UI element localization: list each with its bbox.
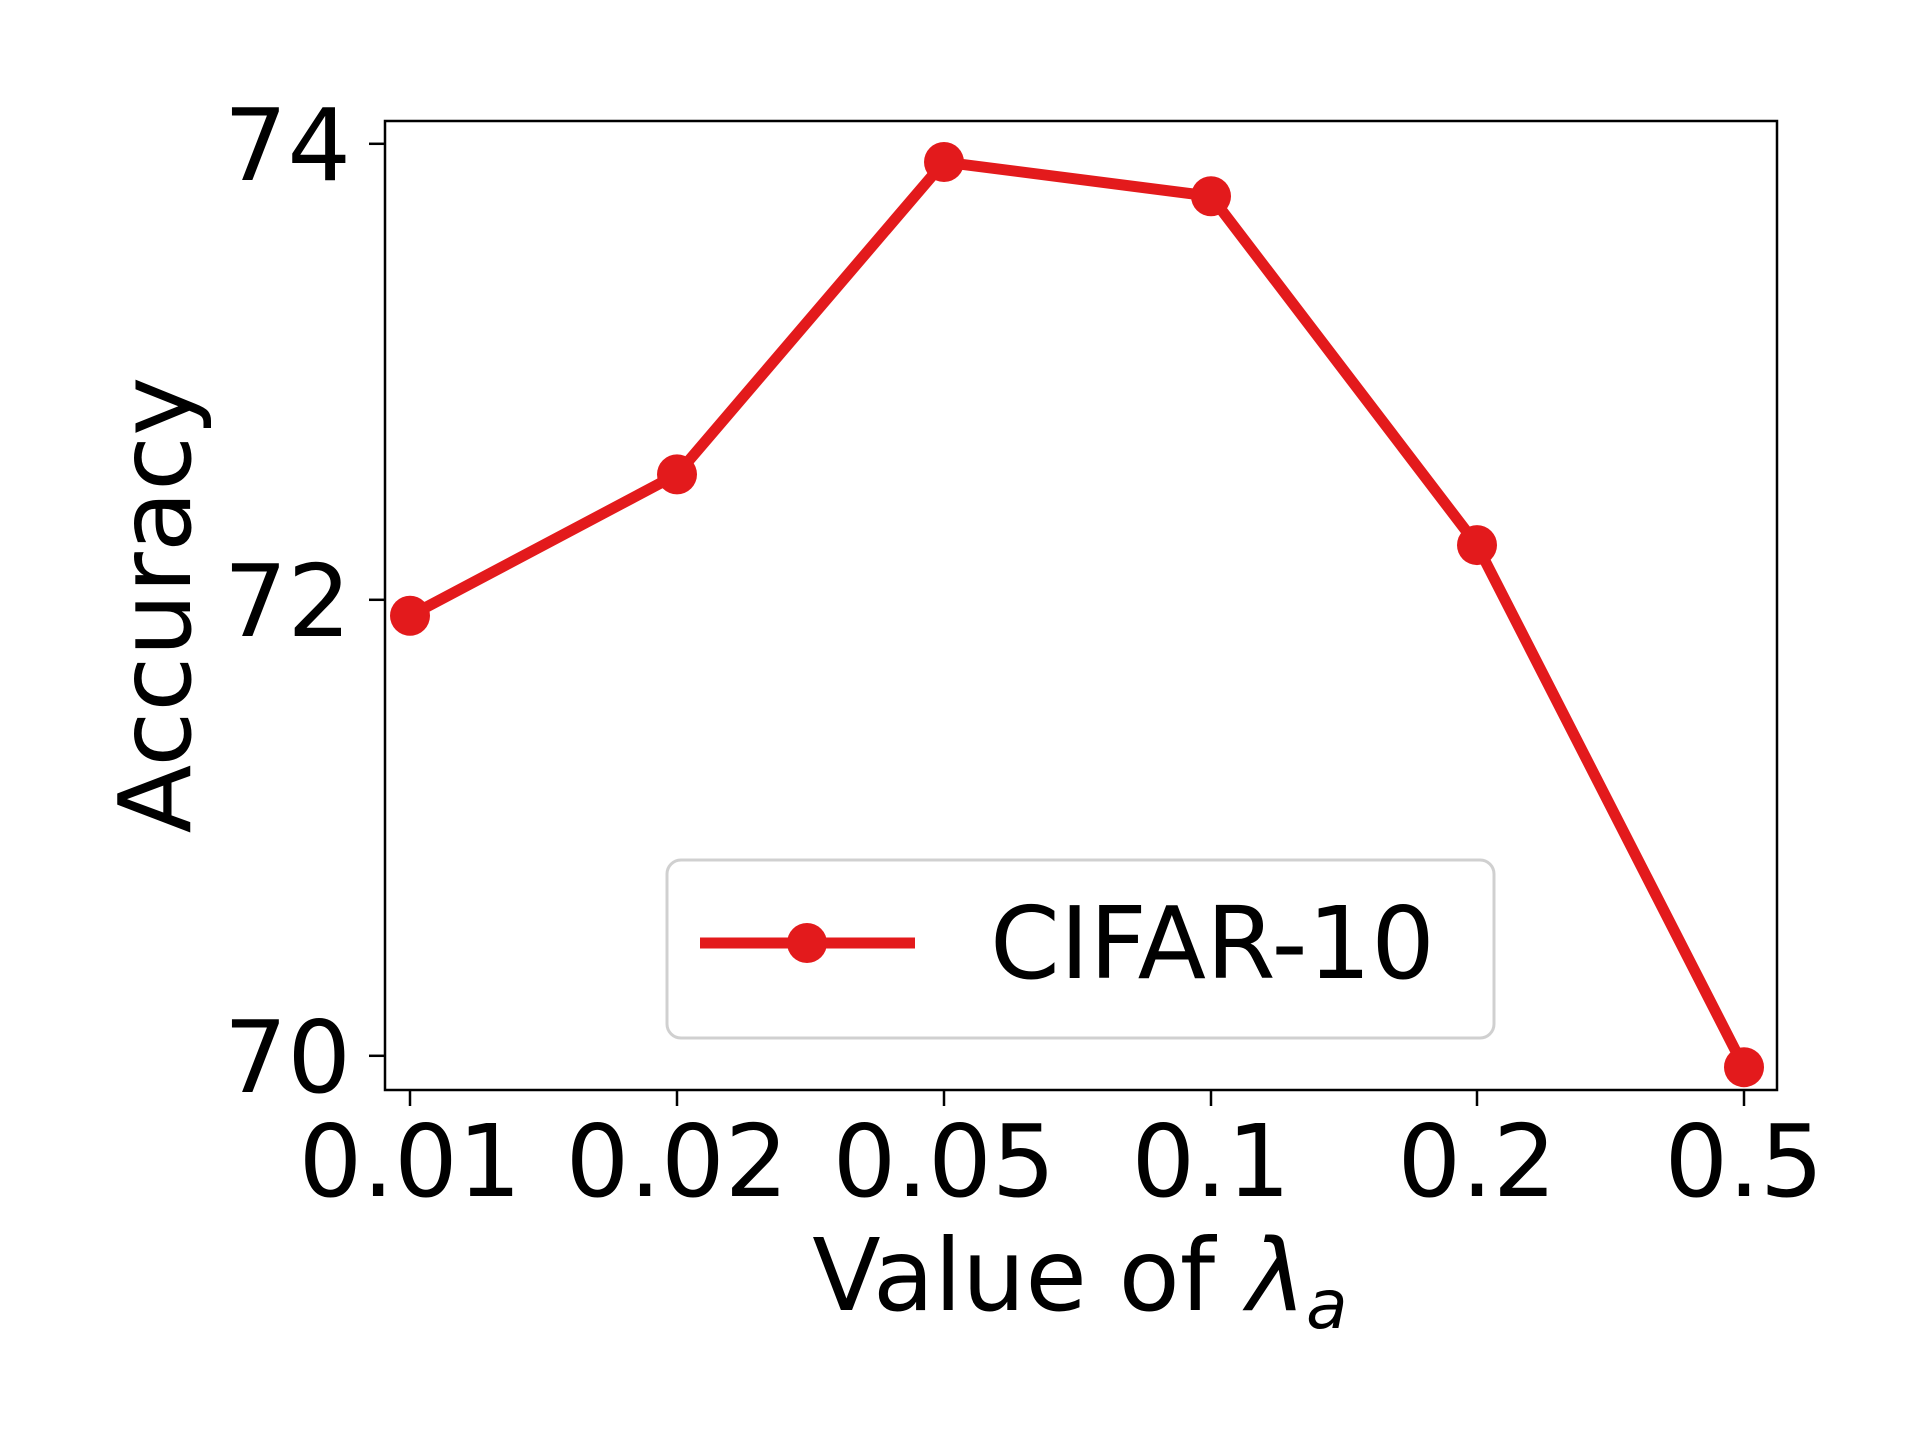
x-tick-label-0.01: 0.01	[299, 1103, 522, 1220]
y-tick-label-72: 72	[224, 543, 351, 660]
legend: CIFAR-10	[665, 858, 1496, 1040]
plot-area	[383, 119, 1779, 1092]
y-axis-ticks: 70 72 74	[224, 87, 385, 1116]
x-tick-label-0.2: 0.2	[1397, 1103, 1556, 1220]
x-tick-label-0.5: 0.5	[1664, 1103, 1823, 1220]
x-axis-title: Value of λa	[812, 1217, 1347, 1345]
y-axis-title: Accuracy	[97, 377, 214, 834]
legend-box	[665, 858, 1496, 1040]
legend-label-cifar10: CIFAR-10	[990, 885, 1435, 1002]
data-point-0.02	[657, 454, 697, 495]
x-axis-title-subscript: a	[1306, 1266, 1348, 1345]
x-axis-title-main: Value of	[812, 1217, 1247, 1334]
x-axis-title-symbol: λ	[1242, 1217, 1306, 1334]
data-point-0.1	[1191, 176, 1231, 217]
x-axis-ticks: 0.01 0.02 0.05 0.1 0.2 0.5	[299, 1090, 1824, 1220]
data-point-0.05	[924, 142, 964, 183]
x-tick-label-0.1: 0.1	[1131, 1103, 1290, 1220]
data-point-0.2	[1457, 525, 1497, 566]
series-line-0	[404, 156, 1750, 1073]
x-tick-label-0.02: 0.02	[566, 1103, 789, 1220]
y-tick-label-70: 70	[224, 999, 351, 1116]
axes-frame	[383, 119, 1779, 1092]
legend-marker-swatch	[787, 923, 827, 963]
y-tick-label-74: 74	[224, 87, 351, 204]
data-point-0.01	[390, 595, 430, 636]
x-tick-label-0.05: 0.05	[833, 1103, 1056, 1220]
series-layer	[390, 142, 1764, 1088]
data-point-0.5	[1724, 1047, 1764, 1088]
